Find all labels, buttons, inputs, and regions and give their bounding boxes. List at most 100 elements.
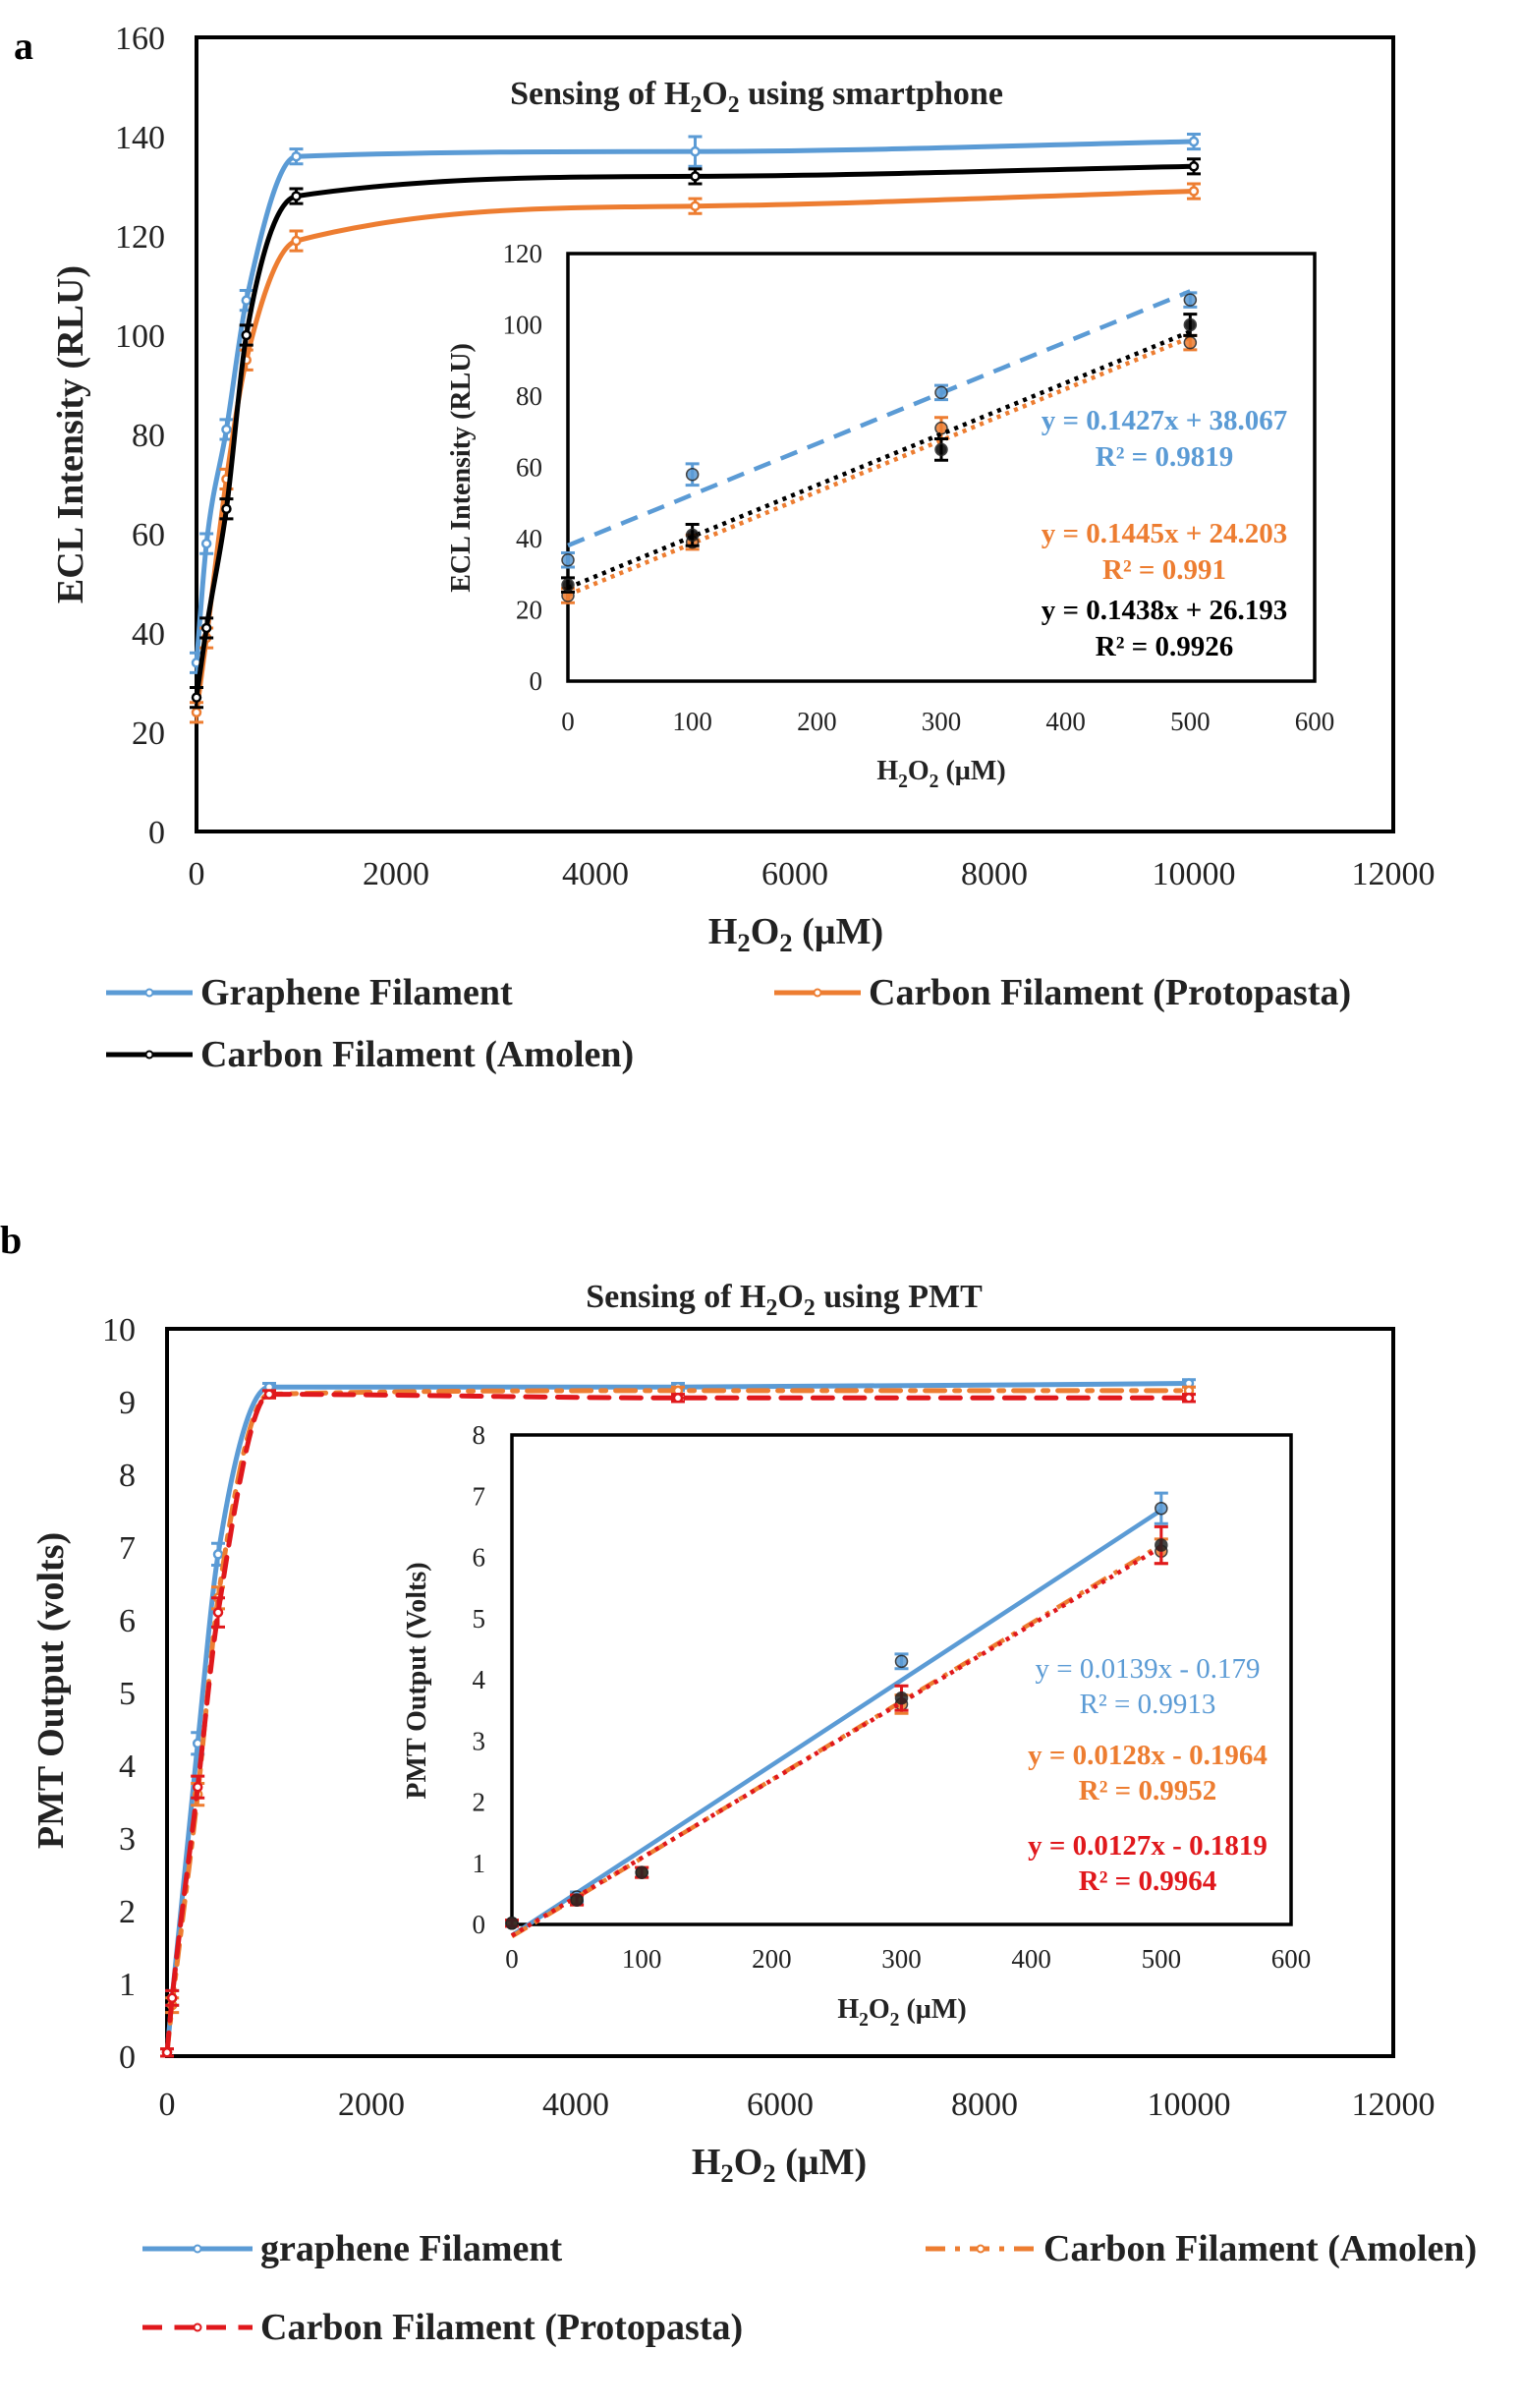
inset-x-axis-title-part: 2: [859, 2010, 869, 2031]
x-axis-title-part: H: [708, 911, 738, 952]
data-point: [166, 1992, 178, 2004]
y-tick-label: 9: [119, 1385, 136, 1421]
y-tick-label: 140: [115, 120, 165, 156]
inset-x-axis-title-part: (µM): [938, 756, 1005, 786]
legend-marker: [193, 2322, 202, 2332]
legend-label: Carbon Filament (Amolen): [200, 1034, 634, 1075]
y-tick-label: 60: [132, 517, 165, 553]
data-point: [212, 1549, 224, 1560]
inset-y-tick-label: 7: [473, 1481, 486, 1511]
y-tick-label: 1: [119, 1967, 136, 2003]
y-tick-label: 3: [119, 1821, 136, 1858]
x-tick-label: 8000: [951, 2087, 1018, 2123]
data-point: [690, 145, 701, 157]
inset-y-tick-label: 4: [473, 1665, 486, 1694]
x-tick-label: 12000: [1352, 2087, 1436, 2123]
x-tick-label: 2000: [338, 2087, 405, 2123]
chart-title-part: using smartphone: [740, 76, 1003, 112]
r-squared: R² = 0.9913: [1080, 1689, 1216, 1720]
inset-trendline: [510, 1542, 1162, 1939]
inset-data-point: [934, 442, 948, 457]
legend-marker: [144, 988, 154, 998]
panel-label: b: [0, 1218, 22, 1262]
x-tick-label: 6000: [761, 856, 828, 892]
data-point: [1188, 161, 1200, 172]
inset-x-tick-label: 200: [752, 1944, 792, 1974]
chart-title-part: 2: [690, 92, 702, 118]
x-axis-title-part: 2: [737, 928, 750, 957]
x-axis-title: H2O2 (µM): [708, 911, 883, 957]
y-tick-label: 80: [132, 418, 165, 454]
legend-label: Carbon Filament (Protopasta): [260, 2307, 743, 2348]
inset-y-axis-title: PMT Output (Volts): [402, 1562, 432, 1799]
inset-data-point: [894, 1654, 909, 1669]
y-axis-title: PMT Output (volts): [30, 1532, 72, 1849]
inset-x-tick-label: 100: [622, 1944, 662, 1974]
data-point: [241, 329, 252, 341]
chart-title-part: 2: [728, 92, 740, 118]
inset-y-tick-label: 2: [473, 1788, 486, 1817]
x-axis-title-part: O: [751, 911, 780, 952]
inset-chart: 0 100 200 300 400 500 600 0 1 2 3 4 5 6 7 8 PMT Output (…: [402, 1420, 1311, 2031]
inset-y-tick-label: 0: [530, 666, 543, 696]
inset-x-tick-label: 300: [922, 707, 962, 736]
inset-x-axis-title-part: H: [876, 756, 898, 786]
data-point: [221, 503, 232, 514]
regression-equation: y = 0.1445x + 24.203: [1042, 518, 1288, 549]
inset-y-tick-label: 8: [473, 1420, 486, 1450]
r-squared: R² = 0.9819: [1096, 441, 1233, 473]
legend-item: graphene Filament: [142, 2228, 562, 2269]
chart-title-part: using PMT: [816, 1279, 983, 1315]
y-tick-label: 0: [119, 2039, 136, 2076]
y-tick-label: 4: [119, 1749, 136, 1785]
inset-data-point: [934, 385, 948, 400]
x-tick-label: 8000: [961, 856, 1028, 892]
inset-x-axis-title: H2O2 (µM): [837, 1994, 966, 2031]
inset-trendline: [510, 1508, 1163, 1938]
inset-data-point: [561, 578, 575, 592]
data-point: [1188, 186, 1200, 197]
inset-y-axis-title: ECL Intensity (RLU): [446, 343, 477, 593]
inset-data-point: [685, 528, 700, 543]
inset-data-point: [1183, 317, 1198, 332]
inset-data-point: [1155, 1538, 1168, 1552]
data-point: [161, 2047, 173, 2058]
chart-title: Sensing of H2O2 using PMT: [586, 1279, 983, 1321]
y-tick-label: 5: [119, 1676, 136, 1712]
inset-y-tick-label: 6: [473, 1543, 486, 1573]
legend-item: Carbon Filament (Protopasta): [142, 2307, 743, 2348]
x-tick-label: 4000: [542, 2087, 609, 2123]
inset-data-point: [1183, 335, 1198, 350]
y-tick-label: 0: [148, 815, 165, 851]
inset-data-point: [934, 421, 948, 435]
legend-item: Carbon Filament (Amolen): [926, 2228, 1477, 2269]
inset-data-point: [894, 1691, 909, 1705]
inset-x-axis-title-part: O: [869, 1994, 890, 2025]
chart-title-part: Sensing of H: [510, 76, 690, 112]
legend-label: graphene Filament: [260, 2228, 562, 2269]
inset-x-axis-title-part: O: [908, 756, 930, 786]
inset-y-tick-label: 20: [516, 596, 542, 625]
data-point: [200, 538, 212, 549]
x-axis-title-part: 2: [720, 2158, 733, 2188]
legend-marker: [193, 2244, 202, 2254]
data-point: [212, 1607, 224, 1618]
data-point: [221, 424, 232, 435]
x-axis-title: H2O2 (µM): [692, 2142, 867, 2188]
r-squared: R² = 0.9964: [1079, 1865, 1216, 1897]
chart-title-part: O: [702, 76, 727, 112]
inset-x-axis-title-part: H: [837, 1994, 859, 2025]
data-point: [690, 201, 701, 211]
inset-x-tick-label: 400: [1045, 707, 1086, 736]
inset-y-tick-label: 120: [503, 239, 543, 268]
data-point: [690, 171, 701, 182]
chart-panel-b: b0 2000 4000 6000 8000 10000 12000012345678910…: [0, 1218, 1477, 2348]
inset-y-tick-label: 3: [473, 1726, 486, 1755]
inset-y-tick-label: 60: [516, 453, 542, 483]
inset-x-tick-label: 100: [672, 707, 712, 736]
inset-data-point: [685, 468, 700, 482]
legend: Graphene Filament Carbon Filament (Protop…: [106, 972, 1351, 1075]
legend-marker: [813, 988, 822, 998]
series-line: [164, 1388, 1192, 2055]
